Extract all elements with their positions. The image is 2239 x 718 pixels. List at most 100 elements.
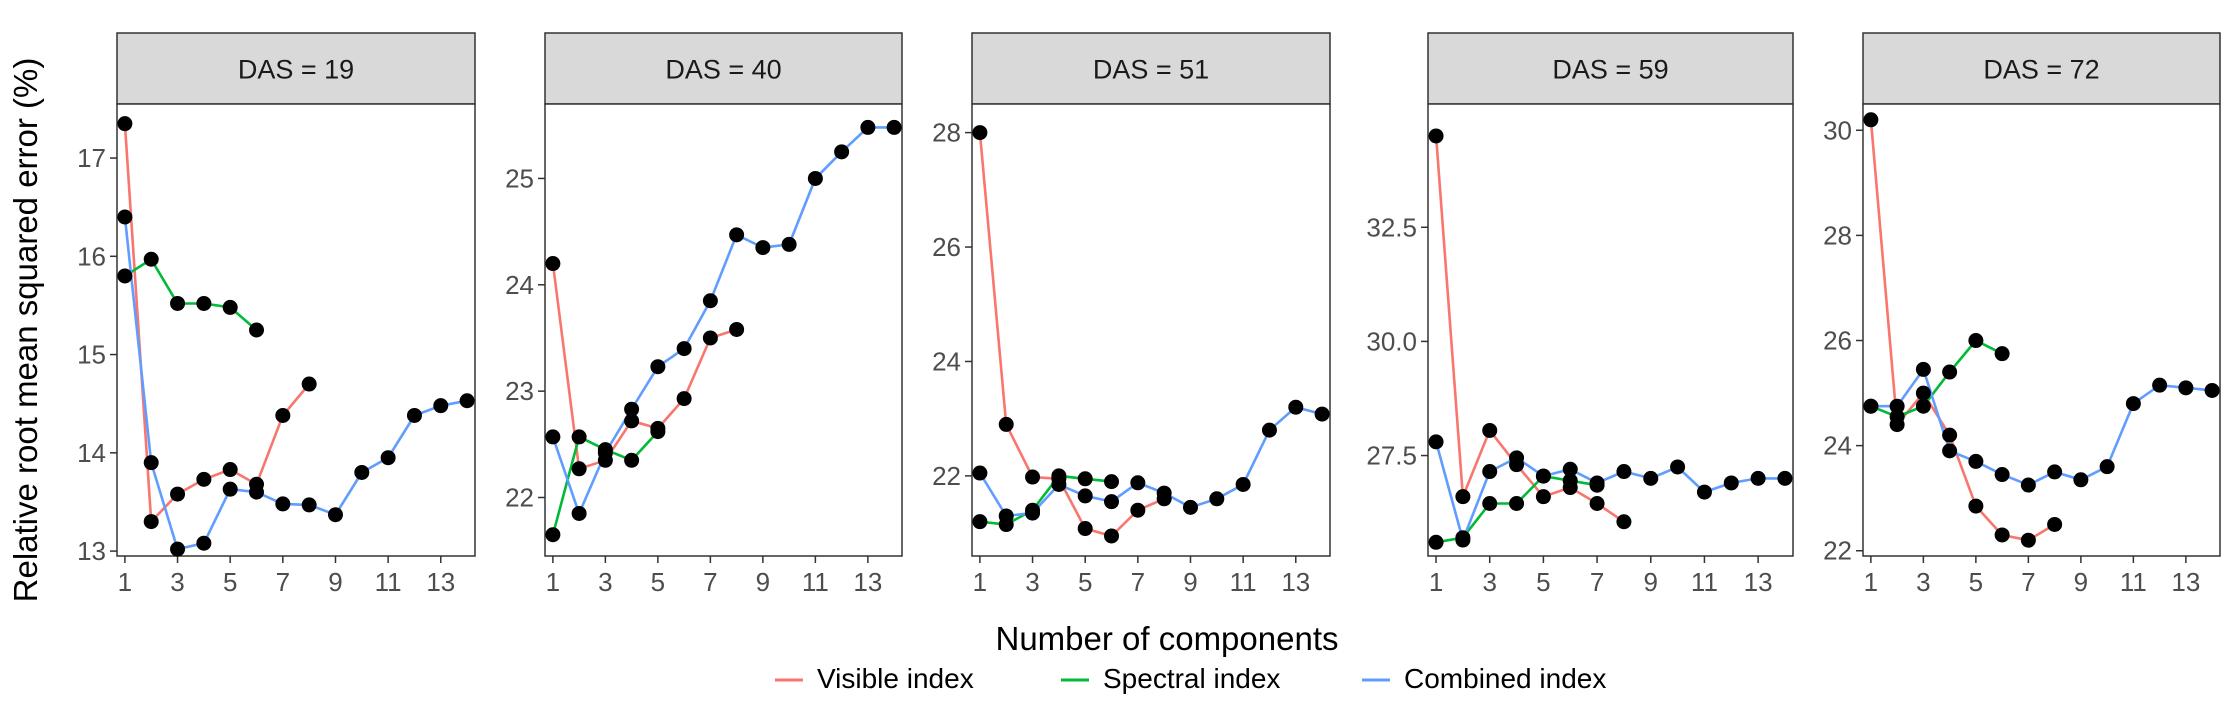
data-point-spectral-index xyxy=(1077,471,1093,487)
data-point-visible-index xyxy=(545,256,561,272)
data-point-combined-index xyxy=(1455,532,1471,548)
panel-strip xyxy=(1862,32,2221,105)
legend-item: Spectral index xyxy=(1061,663,1280,694)
y-tick-label: 23 xyxy=(505,376,534,406)
x-tick-label: 1 xyxy=(1429,567,1443,597)
data-point-combined-index xyxy=(1025,505,1041,521)
x-tick-label: 7 xyxy=(703,567,717,597)
x-tick-label: 7 xyxy=(1131,567,1145,597)
data-point-spectral-index xyxy=(1889,409,1905,425)
data-point-visible-index xyxy=(676,391,692,407)
y-tick-label: 26 xyxy=(932,232,961,262)
data-point-combined-index xyxy=(2020,477,2036,493)
data-point-visible-index xyxy=(1915,385,1931,401)
x-tick-label: 13 xyxy=(1281,567,1310,597)
data-point-combined-index xyxy=(354,464,370,480)
data-point-combined-index xyxy=(2099,459,2115,475)
data-point-combined-index xyxy=(1156,485,1172,501)
y-tick-label: 17 xyxy=(77,143,106,173)
data-point-combined-index xyxy=(1863,398,1879,414)
data-point-visible-index xyxy=(1942,427,1958,443)
data-point-combined-index xyxy=(545,429,561,445)
panel-strip xyxy=(116,32,476,105)
x-tick-label: 11 xyxy=(802,567,829,597)
data-point-combined-index xyxy=(1670,459,1686,475)
data-point-combined-index xyxy=(196,535,212,551)
x-tick-label: 13 xyxy=(853,567,882,597)
data-point-visible-index xyxy=(275,407,291,423)
data-point-visible-index xyxy=(222,462,238,478)
data-point-combined-index xyxy=(1482,464,1498,480)
data-point-combined-index xyxy=(2125,396,2141,412)
x-tick-label: 3 xyxy=(170,567,184,597)
plot-area xyxy=(116,103,476,557)
data-point-combined-index xyxy=(886,119,902,135)
data-point-spectral-index xyxy=(1562,473,1578,489)
data-point-combined-index xyxy=(972,465,988,481)
legend-label: Combined index xyxy=(1404,663,1606,694)
y-tick-label: 15 xyxy=(77,340,106,370)
data-point-combined-index xyxy=(222,481,238,497)
x-tick-label: 1 xyxy=(546,567,560,597)
plot-area xyxy=(1862,103,2221,557)
y-tick-label: 30.0 xyxy=(1366,326,1417,356)
data-point-spectral-index xyxy=(1915,398,1931,414)
data-point-combined-index xyxy=(143,455,159,471)
y-tick-label: 24 xyxy=(1823,431,1852,461)
data-point-combined-index xyxy=(834,144,850,160)
data-point-combined-index xyxy=(2178,380,2194,396)
data-point-visible-index xyxy=(1428,128,1444,144)
data-point-combined-index xyxy=(1261,422,1277,438)
data-point-visible-index xyxy=(1863,112,1879,128)
data-point-visible-index xyxy=(143,514,159,530)
y-tick-label: 16 xyxy=(77,241,106,271)
data-point-spectral-index xyxy=(1942,364,1958,380)
x-tick-label: 5 xyxy=(1969,567,1983,597)
data-point-combined-index xyxy=(1915,361,1931,377)
data-point-combined-index xyxy=(1104,494,1120,510)
data-point-combined-index xyxy=(1968,453,1984,469)
x-tick-label: 11 xyxy=(375,567,402,597)
data-point-visible-index xyxy=(117,116,133,132)
x-tick-label: 1 xyxy=(973,567,987,597)
data-point-combined-index xyxy=(433,398,449,414)
data-point-combined-index xyxy=(729,227,745,243)
x-tick-label: 5 xyxy=(651,567,665,597)
y-tick-label: 14 xyxy=(77,438,106,468)
legend: Visible index Spectral index Combined inde… xyxy=(775,663,1606,694)
data-point-combined-index xyxy=(2204,382,2220,398)
panel-title: DAS = 51 xyxy=(1093,55,1209,85)
data-point-combined-index xyxy=(275,496,291,512)
x-tick-label: 1 xyxy=(1864,567,1878,597)
data-point-combined-index xyxy=(249,484,265,500)
data-point-spectral-index xyxy=(1968,333,1984,349)
panel-strip xyxy=(544,32,903,105)
x-tick-label: 9 xyxy=(1183,567,1197,597)
data-point-combined-index xyxy=(781,236,797,252)
x-tick-label: 9 xyxy=(1644,567,1658,597)
data-point-combined-index xyxy=(2073,472,2089,488)
data-point-combined-index xyxy=(1130,475,1146,491)
data-point-visible-index xyxy=(2020,532,2036,548)
data-point-spectral-index xyxy=(1509,495,1525,511)
data-point-spectral-index xyxy=(1482,495,1498,511)
data-point-combined-index xyxy=(1051,476,1067,492)
data-point-combined-index xyxy=(676,341,692,357)
data-point-visible-index xyxy=(301,376,317,392)
data-point-combined-index xyxy=(170,541,186,557)
data-point-combined-index xyxy=(702,293,718,309)
data-point-visible-index xyxy=(196,471,212,487)
legend-item: Visible index xyxy=(775,663,974,694)
data-point-combined-index xyxy=(571,505,587,521)
data-point-combined-index xyxy=(1314,406,1330,422)
data-point-visible-index xyxy=(1994,527,2010,543)
y-tick-label: 27.5 xyxy=(1366,441,1417,471)
data-point-spectral-index xyxy=(545,527,561,543)
